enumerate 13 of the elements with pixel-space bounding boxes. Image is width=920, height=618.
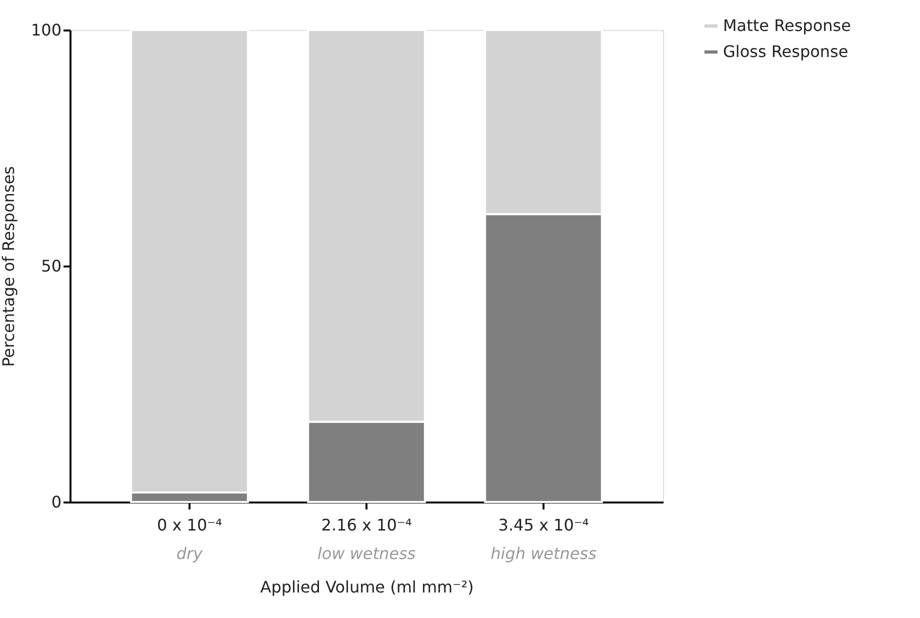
y-axis-title: Percentage of Responses [0,166,18,367]
legend-label: Matte Response [723,16,851,35]
text: high wetness [490,544,596,563]
y-tick-label: 50 [41,256,62,276]
x-tick-label: 3.45 x 10⁻⁴ [498,516,589,534]
x-tick-label: 0 x 10⁻⁴ [156,516,222,534]
text: dry [176,544,204,563]
x-axis-title: Applied Volume (ml mm⁻²) [260,578,474,596]
legend-label: Gloss Response [723,42,848,61]
y-tick-label: 100 [30,20,62,40]
y-tick-label: 0 [51,492,62,512]
x-tick-label: 2.16 x 10⁻⁴ [321,516,412,534]
text: low wetness [317,544,416,563]
